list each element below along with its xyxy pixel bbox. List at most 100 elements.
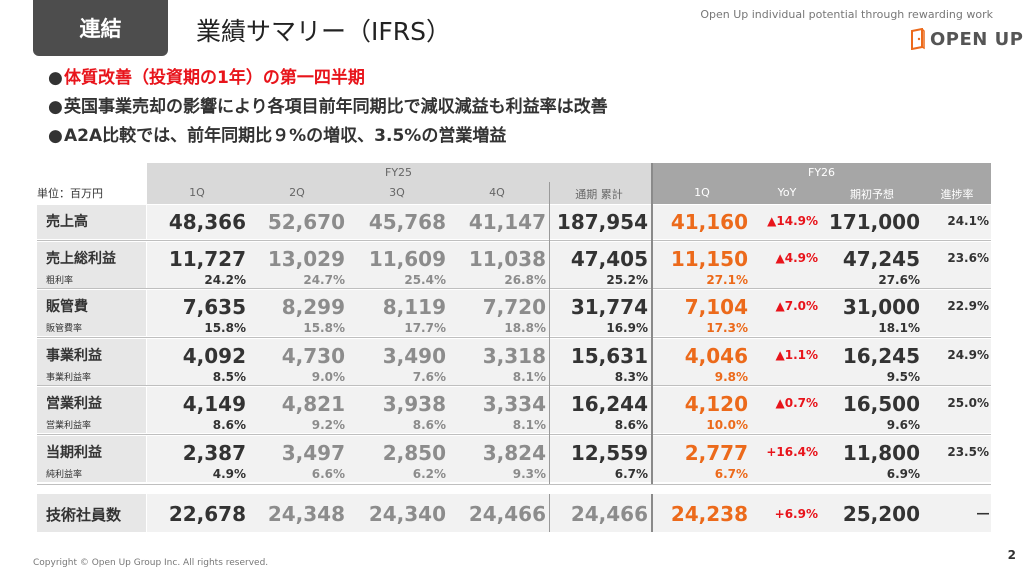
column-divider	[549, 182, 550, 484]
logo-mark-icon	[911, 28, 925, 50]
cell-rate: 9.0%	[311, 370, 345, 384]
cell-rate: 8.6%	[412, 418, 446, 432]
cell-value: 25,200	[842, 502, 920, 526]
row-band	[147, 494, 651, 532]
section-tag: 連結	[33, 0, 168, 56]
cell-value: 11,038	[468, 247, 546, 271]
progress-value: 25.0%	[947, 396, 989, 410]
cell-value: ―	[977, 506, 989, 520]
yoy-value: ▲1.1%	[775, 348, 818, 362]
row-band	[147, 290, 651, 336]
cell-rate: 6.9%	[886, 467, 920, 481]
row-label: 売上高	[46, 214, 88, 230]
bullet-text: 英国事業売却の影響により各項目前年同期比で減収減益も利益率は改善	[64, 97, 608, 117]
column-header: 2Q	[289, 186, 305, 199]
cell-value: 8,299	[281, 295, 345, 319]
cell-rate: 15.8%	[204, 321, 246, 335]
cell-value: 45,768	[368, 210, 446, 234]
cell-value: 3,824	[482, 441, 546, 465]
cell-value: 41,160	[670, 210, 748, 234]
row-band	[147, 339, 651, 385]
row-band-fy26	[653, 242, 991, 288]
cell-rate: 6.7%	[614, 467, 648, 481]
cell-value: 4,821	[281, 392, 345, 416]
cell-value: 15,631	[570, 344, 648, 368]
bullet-text: A2A比較では、前年同期比９%の増収、3.5%の営業増益	[64, 126, 507, 146]
progress-value: 22.9%	[947, 299, 989, 313]
cell-rate: 16.9%	[606, 321, 648, 335]
cell-rate: 6.2%	[412, 467, 446, 481]
cell-value: 7,720	[482, 295, 546, 319]
row-label-band	[37, 339, 146, 385]
cell-value: 31,774	[570, 295, 648, 319]
row-label: 当期利益	[46, 445, 102, 461]
cell-value: 47,245	[842, 247, 920, 271]
bullet-item: ●英国事業売却の影響により各項目前年同期比で減収減益も利益率は改善	[48, 93, 608, 122]
cell-value: 187,954	[556, 210, 648, 234]
bullet-marker: ●	[48, 126, 63, 146]
unit-label: 単位：百万円	[37, 187, 103, 200]
cell-rate: 17.3%	[706, 321, 748, 335]
fy25-label: FY25	[385, 166, 413, 179]
row-label-band	[37, 436, 146, 482]
cell-value: 24,466	[570, 502, 648, 526]
cell-value: 31,000	[842, 295, 920, 319]
row-band-fy26	[653, 290, 991, 336]
bullet-text: 体質改善（投資期の1年）の第一四半期	[64, 68, 365, 88]
row-band	[147, 436, 651, 482]
bullet-marker: ●	[48, 97, 63, 117]
cell-value: 2,850	[382, 441, 446, 465]
row-label: 営業利益	[46, 396, 102, 412]
row-label: 売上総利益	[46, 251, 116, 267]
cell-value: 3,497	[281, 441, 345, 465]
row-divider	[37, 434, 991, 435]
column-header: 通期 累計	[575, 188, 623, 201]
yoy-value: ▲14.9%	[767, 214, 818, 228]
cell-value: 52,670	[267, 210, 345, 234]
row-band-fy26	[653, 205, 991, 239]
cell-rate: 9.3%	[512, 467, 546, 481]
row-divider	[37, 337, 991, 338]
column-divider	[651, 163, 653, 484]
logo-text: OPEN UP	[930, 28, 1024, 50]
fy25-subheader-band	[147, 182, 651, 204]
cell-value: 24,238	[670, 502, 748, 526]
cell-value: 3,490	[382, 344, 446, 368]
progress-value: 24.1%	[947, 214, 989, 228]
cell-rate: 26.8%	[504, 273, 546, 287]
cell-rate: 18.1%	[878, 321, 920, 335]
cell-value: 13,029	[267, 247, 345, 271]
cell-rate: 6.6%	[311, 467, 345, 481]
row-band-fy26	[653, 436, 991, 482]
column-header: YoY	[777, 186, 797, 199]
bullet-item: ●A2A比較では、前年同期比９%の増収、3.5%の営業増益	[48, 122, 608, 151]
column-header: 期初予想	[850, 188, 894, 201]
cell-rate: 15.8%	[303, 321, 345, 335]
cell-rate: 9.8%	[714, 370, 748, 384]
row-band	[147, 387, 651, 433]
row-sublabel: 純利益率	[46, 470, 83, 480]
cell-value: 3,938	[382, 392, 446, 416]
cell-rate: 8.5%	[212, 370, 246, 384]
fy26-label: FY26	[808, 166, 836, 179]
cell-value: 7,635	[182, 295, 246, 319]
bullet-item: ●体質改善（投資期の1年）の第一四半期	[48, 64, 608, 93]
fy25-header-band	[147, 163, 651, 182]
cell-value: 16,245	[842, 344, 920, 368]
cell-rate: 25.2%	[606, 273, 648, 287]
cell-value: 41,147	[468, 210, 546, 234]
tagline: Open Up individual potential through rew…	[700, 8, 993, 21]
row-divider	[37, 484, 991, 485]
page-title: 業績サマリー（IFRS）	[196, 17, 451, 46]
cell-value: 11,727	[168, 247, 246, 271]
row-sublabel: 粗利率	[46, 276, 74, 286]
cell-rate: 8.1%	[512, 370, 546, 384]
cell-value: 3,334	[482, 392, 546, 416]
row-label-band	[37, 290, 146, 336]
yoy-value: +6.9%	[774, 507, 818, 521]
cell-rate: 9.2%	[311, 418, 345, 432]
cell-value: 24,348	[267, 502, 345, 526]
cell-rate: 8.1%	[512, 418, 546, 432]
cell-value: 2,777	[684, 441, 748, 465]
cell-value: 2,387	[182, 441, 246, 465]
